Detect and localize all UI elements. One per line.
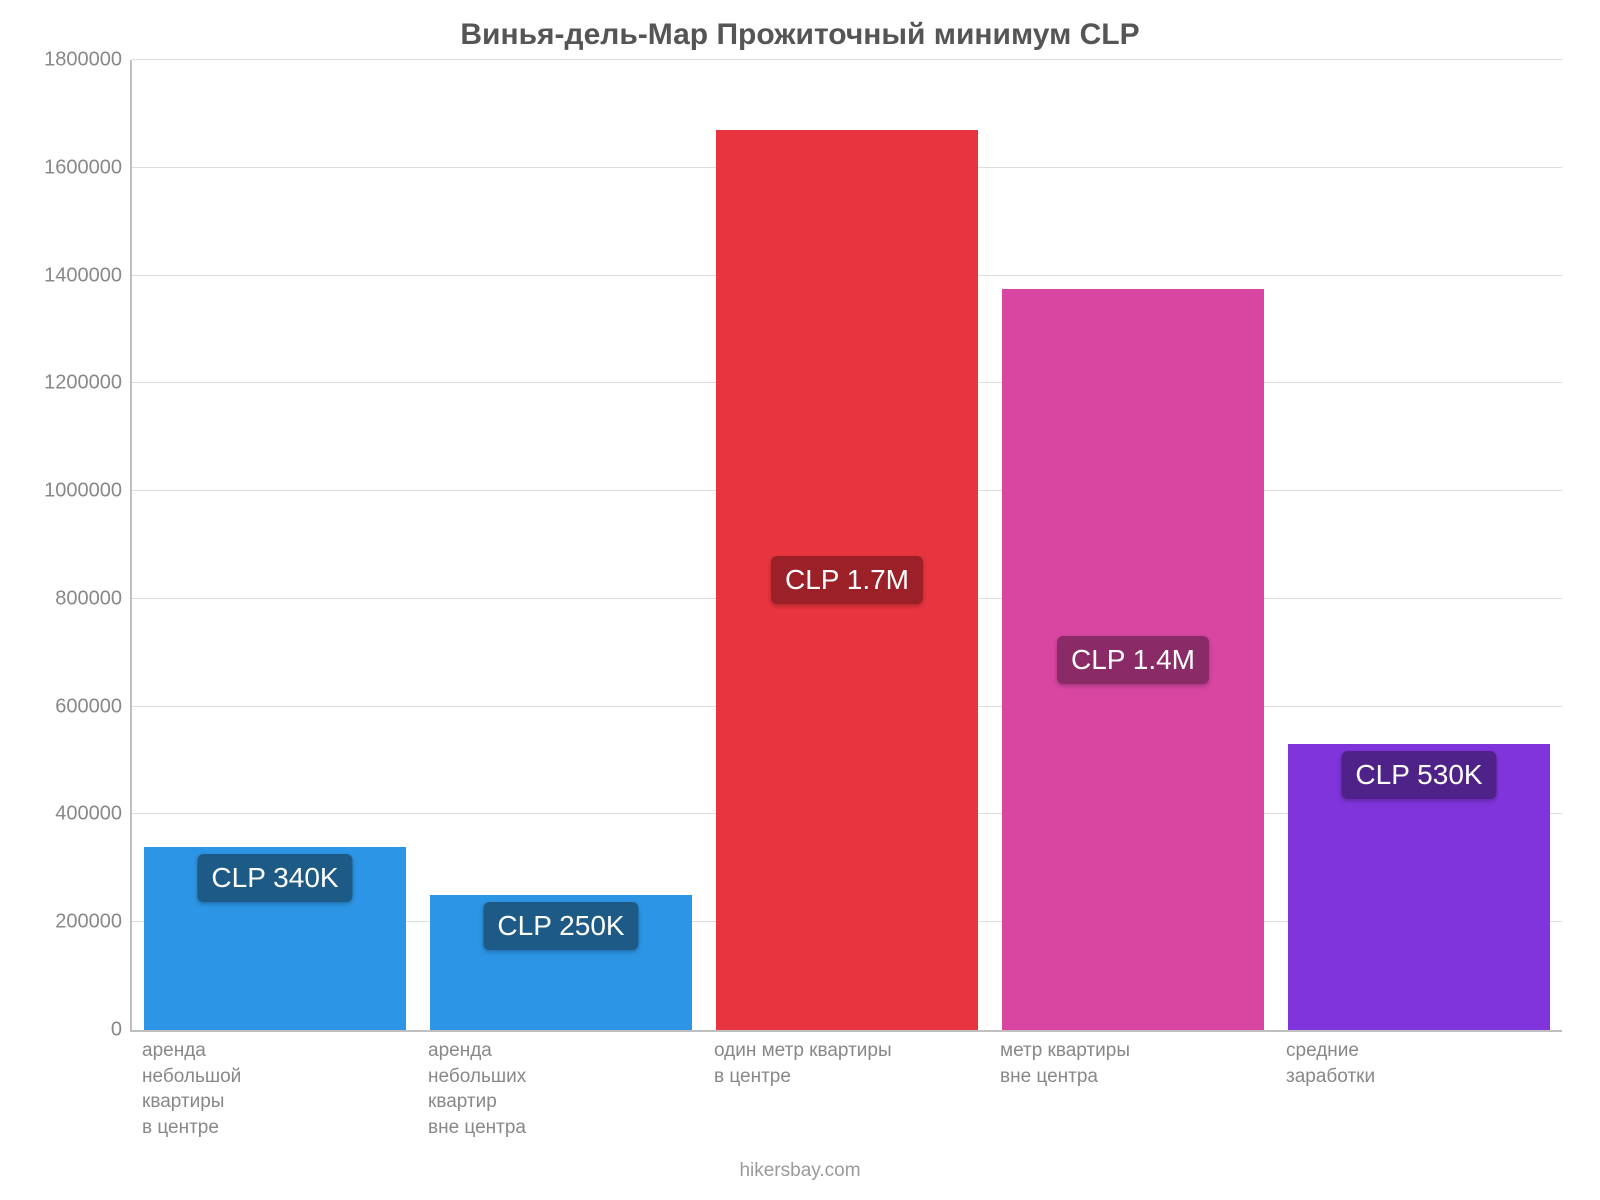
bar-slot-4: CLP 530K bbox=[1276, 60, 1562, 1030]
x-label-0: аренда небольшой квартиры в центре bbox=[142, 1038, 404, 1141]
bar-slot-1: CLP 250K bbox=[418, 60, 704, 1030]
x-label-2: один метр квартиры в центре bbox=[714, 1038, 976, 1089]
y-tick-5: 1000000 bbox=[12, 480, 122, 503]
x-label-4: средние заработки bbox=[1286, 1038, 1548, 1089]
bar-label-avg-earnings: CLP 530K bbox=[1341, 751, 1496, 799]
x-label-3: метр квартиры вне центра bbox=[1000, 1038, 1262, 1089]
bar-label-sqm-center: CLP 1.7M bbox=[771, 556, 923, 604]
bar-label-sqm-outside: CLP 1.4M bbox=[1057, 636, 1209, 684]
x-axis-labels: аренда небольшой квартиры в центре аренд… bbox=[130, 1038, 1560, 1141]
x-label-1: аренда небольших квартир вне центра bbox=[428, 1038, 690, 1141]
y-tick-3: 600000 bbox=[12, 695, 122, 718]
bar-slot-2: CLP 1.7M bbox=[704, 60, 990, 1030]
bar-slot-3: CLP 1.4M bbox=[990, 60, 1276, 1030]
chart-title: Винья-дель-Мар Прожиточный минимум CLP bbox=[0, 18, 1600, 52]
bar-label-rent-small-outside: CLP 250K bbox=[483, 902, 638, 950]
y-tick-1: 200000 bbox=[12, 911, 122, 934]
bar-label-rent-small-center: CLP 340K bbox=[197, 854, 352, 902]
bars-container: CLP 340K CLP 250K CLP 1.7M CLP 1.4M CLP … bbox=[132, 60, 1562, 1030]
y-tick-2: 400000 bbox=[12, 803, 122, 826]
attribution-text: hikersbay.com bbox=[0, 1160, 1600, 1182]
y-tick-8: 1600000 bbox=[12, 156, 122, 179]
y-tick-6: 1200000 bbox=[12, 372, 122, 395]
plot-area: CLP 340K CLP 250K CLP 1.7M CLP 1.4M CLP … bbox=[130, 60, 1562, 1032]
y-tick-4: 800000 bbox=[12, 587, 122, 610]
bar-slot-0: CLP 340K bbox=[132, 60, 418, 1030]
y-tick-0: 0 bbox=[12, 1019, 122, 1042]
cost-of-living-chart: Винья-дель-Мар Прожиточный минимум CLP 0… bbox=[0, 0, 1600, 1200]
y-tick-9: 1800000 bbox=[12, 49, 122, 72]
y-tick-7: 1400000 bbox=[12, 264, 122, 287]
